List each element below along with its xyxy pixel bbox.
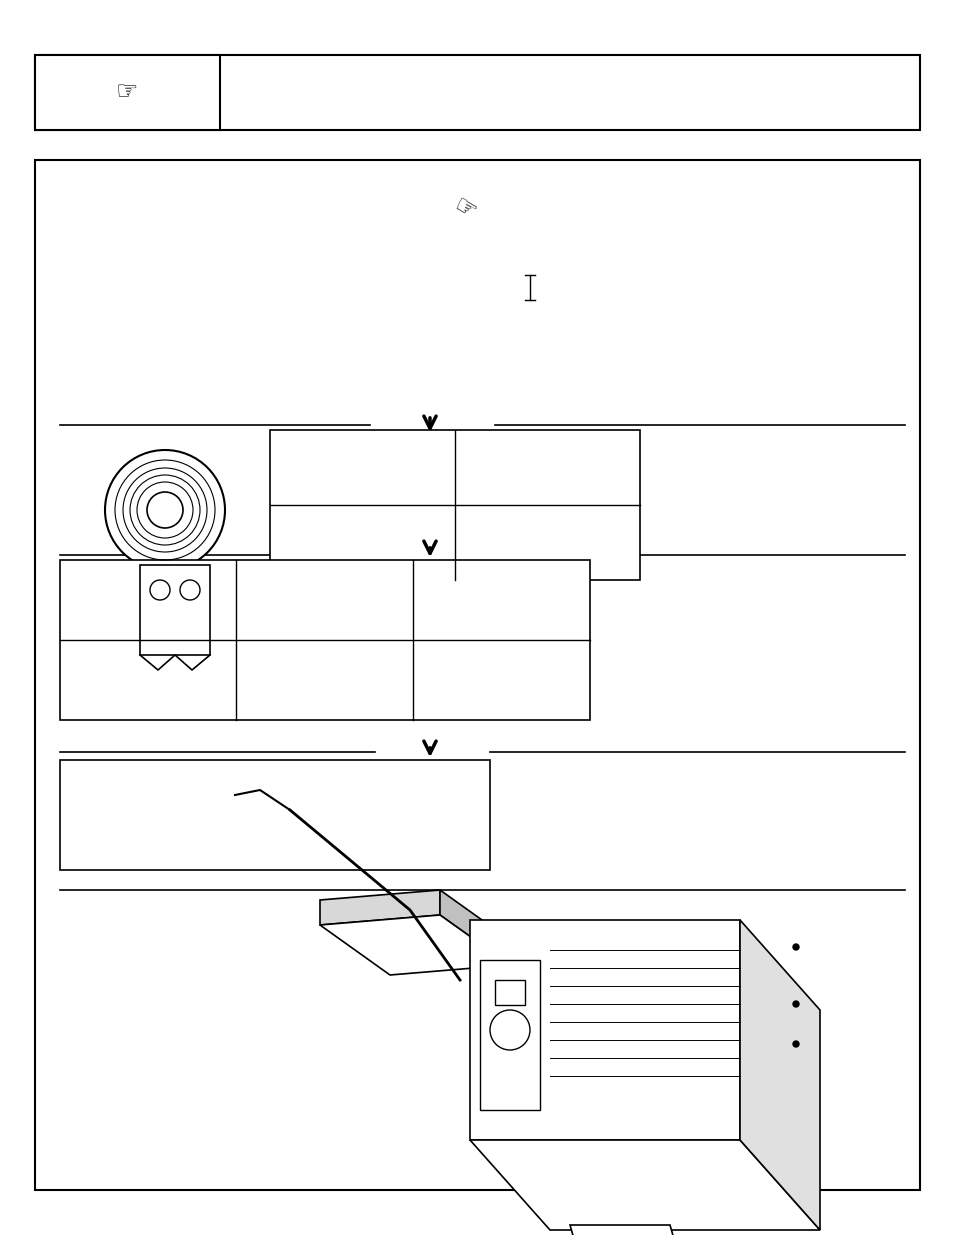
Bar (60, 559, 589, 720)
Circle shape (180, 580, 200, 600)
Bar (60, 760, 490, 869)
Bar (35, 56, 220, 130)
Circle shape (105, 450, 225, 571)
Circle shape (792, 944, 799, 950)
Circle shape (792, 1002, 799, 1007)
Bar (479, 960, 539, 1110)
Polygon shape (439, 890, 510, 965)
Bar (35, 56, 919, 130)
Bar (270, 430, 639, 580)
Text: ☞: ☞ (115, 80, 138, 104)
Polygon shape (319, 915, 510, 974)
Bar (140, 564, 210, 655)
Circle shape (147, 492, 183, 529)
Polygon shape (740, 920, 820, 1230)
Bar (495, 981, 524, 1005)
Circle shape (490, 1010, 530, 1050)
Bar (35, 161, 919, 1191)
Circle shape (150, 580, 170, 600)
Circle shape (792, 1041, 799, 1047)
Polygon shape (470, 920, 740, 1140)
Polygon shape (569, 1225, 679, 1235)
Polygon shape (470, 1140, 820, 1230)
Text: ☞: ☞ (449, 194, 480, 226)
Polygon shape (319, 890, 439, 925)
